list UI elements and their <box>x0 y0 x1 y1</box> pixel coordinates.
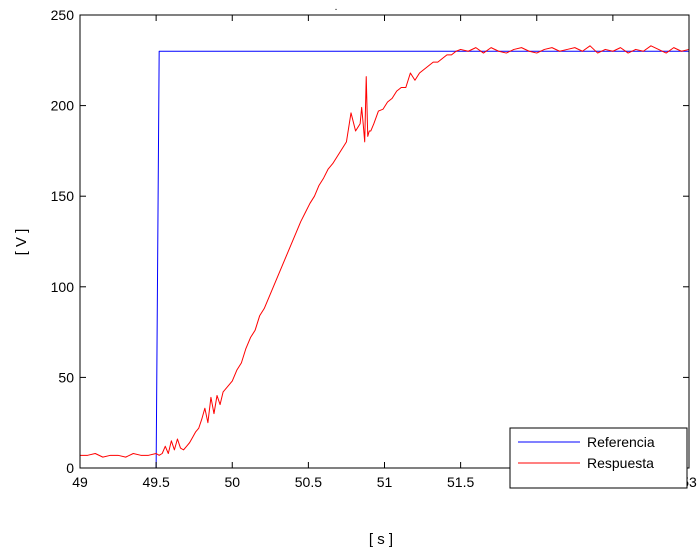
legend-label: Respuesta <box>587 455 654 471</box>
x-tick-label: 51.5 <box>447 474 474 490</box>
y-tick-label: 50 <box>58 369 74 385</box>
legend-label: Referencia <box>587 434 655 450</box>
legend: Referencia Respuesta <box>509 427 688 489</box>
series-line-respuesta <box>80 45 690 458</box>
y-tick-label: 250 <box>51 7 75 23</box>
x-tick-label: 50 <box>224 474 240 490</box>
legend-box <box>509 427 688 489</box>
y-tick-label: 200 <box>51 98 75 114</box>
plot-background <box>80 15 689 468</box>
y-tick-label: 0 <box>66 460 74 476</box>
x-tick-label: 49.5 <box>143 474 170 490</box>
x-tick-label: 49 <box>72 474 88 490</box>
x-tick-label: 50.5 <box>295 474 322 490</box>
y-tick-label: 100 <box>51 279 75 295</box>
x-axis-label: [ s ] <box>369 531 393 548</box>
y-tick-label: 150 <box>51 188 75 204</box>
y-axis-label: [ V ] <box>13 229 30 256</box>
x-tick-label: 51 <box>377 474 393 490</box>
plot-area <box>80 15 689 468</box>
chart-title: . <box>335 2 338 13</box>
